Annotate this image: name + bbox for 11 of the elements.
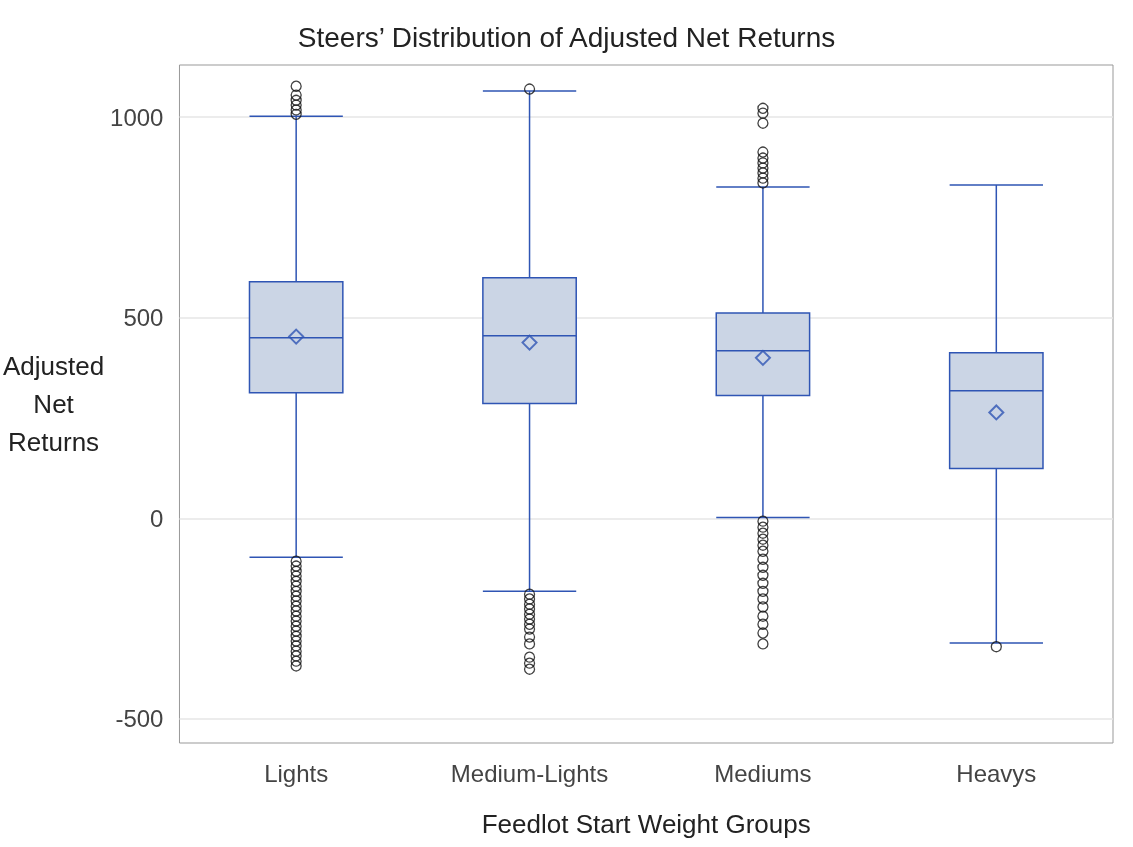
x-tick-label: Mediums: [714, 759, 812, 787]
x-tick-label: Medium-Lights: [450, 759, 609, 787]
y-tick-label: 500: [123, 304, 164, 332]
y-tick-label: 0: [150, 504, 164, 532]
y-tick-label: -500: [115, 705, 164, 733]
x-tick-label: Heavys: [956, 759, 1037, 787]
y-tick-label: 1000: [110, 103, 164, 131]
x-tick-label: Lights: [264, 759, 329, 787]
chart-title: Steers’ Distribution of Adjusted Net Returns: [297, 21, 836, 53]
x-axis-title: Feedlot Start Weight Groups: [481, 809, 811, 839]
y-axis-title: Adjusted Net Returns: [3, 351, 105, 457]
